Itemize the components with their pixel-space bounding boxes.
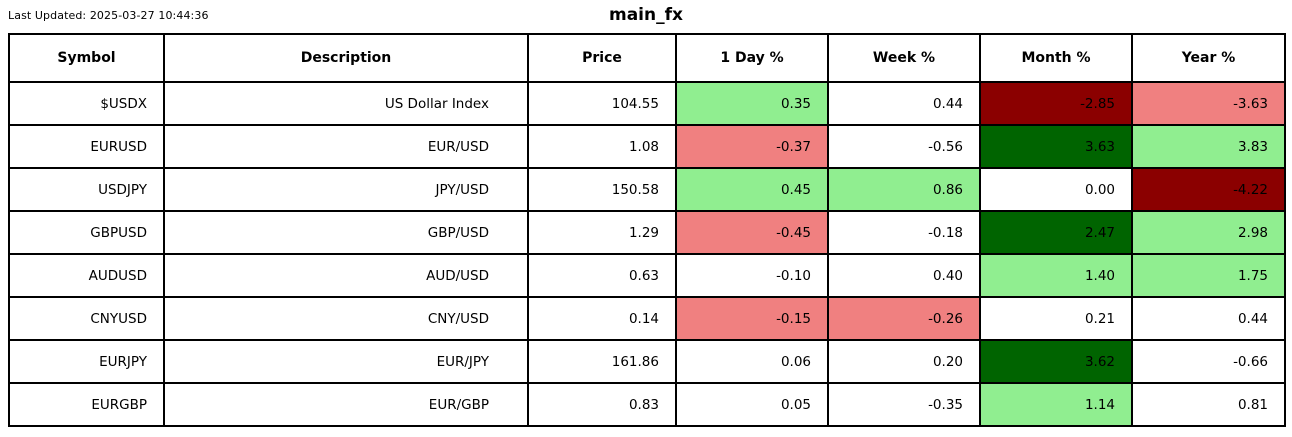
description-cell: CNY/USD: [163, 296, 529, 341]
month-change-cell: 1.14: [979, 382, 1133, 427]
price-cell: 1.29: [527, 210, 677, 255]
year-change-cell: 0.44: [1131, 296, 1286, 341]
year-change-cell: 3.83: [1131, 124, 1286, 169]
description-cell: US Dollar Index: [163, 81, 529, 126]
year-change-cell: -4.22: [1131, 167, 1286, 212]
year-change-cell: -3.63: [1131, 81, 1286, 126]
month-change-cell: 3.63: [979, 124, 1133, 169]
symbol-cell: EURGBP: [8, 382, 165, 427]
description-cell: EUR/USD: [163, 124, 529, 169]
table-row: EURGBP EUR/GBP 0.83 0.05 -0.35 1.14 0.81: [8, 382, 1286, 427]
price-cell: 0.63: [527, 253, 677, 298]
symbol-cell: EURUSD: [8, 124, 165, 169]
week-change-cell: 0.20: [827, 339, 981, 384]
table-row: EURUSD EUR/USD 1.08 -0.37 -0.56 3.63 3.83: [8, 124, 1286, 169]
day-change-cell: 0.06: [675, 339, 829, 384]
week-change-cell: 0.86: [827, 167, 981, 212]
week-change-cell: -0.56: [827, 124, 981, 169]
day-change-cell: -0.37: [675, 124, 829, 169]
description-cell: JPY/USD: [163, 167, 529, 212]
table-row: $USDX US Dollar Index 104.55 0.35 0.44 -2.85-…: [8, 81, 1286, 126]
symbol-cell: $USDX: [8, 81, 165, 126]
description-cell: EUR/GBP: [163, 382, 529, 427]
column-header-week: Week %: [827, 33, 981, 83]
price-cell: 161.86: [527, 339, 677, 384]
symbol-cell: AUDUSD: [8, 253, 165, 298]
day-change-cell: 0.05: [675, 382, 829, 427]
description-cell: GBP/USD: [163, 210, 529, 255]
table-row: EURJPY EUR/JPY 161.86 0.06 0.20 3.62 -0.66: [8, 339, 1286, 384]
table-header-row: Symbol Description Price 1 Day % Week % …: [8, 33, 1286, 83]
column-header-1day: 1 Day %: [675, 33, 829, 83]
day-change-cell: -0.10: [675, 253, 829, 298]
column-header-description: Description: [163, 33, 529, 83]
column-header-price: Price: [527, 33, 677, 83]
year-change-cell: -0.66: [1131, 339, 1286, 384]
day-change-cell: 0.45: [675, 167, 829, 212]
month-change-cell: 0.21: [979, 296, 1133, 341]
week-change-cell: -0.35: [827, 382, 981, 427]
month-change-cell: -2.85: [979, 81, 1133, 126]
column-header-year: Year %: [1131, 33, 1286, 83]
day-change-cell: -0.45: [675, 210, 829, 255]
page-title: main_fx: [609, 5, 683, 25]
column-header-month: Month %: [979, 33, 1133, 83]
header-bar: Last Updated: 2025-03-27 10:44:36 main_f…: [0, 0, 1292, 33]
symbol-cell: CNYUSD: [8, 296, 165, 341]
price-cell: 0.14: [527, 296, 677, 341]
price-cell: 0.83: [527, 382, 677, 427]
year-change-cell: 2.98: [1131, 210, 1286, 255]
fx-table: Symbol Description Price 1 Day % Week % …: [8, 33, 1286, 427]
year-change-cell: 0.81: [1131, 382, 1286, 427]
symbol-cell: EURJPY: [8, 339, 165, 384]
week-change-cell: -0.26: [827, 296, 981, 341]
price-cell: 150.58: [527, 167, 677, 212]
price-cell: 104.55: [527, 81, 677, 126]
table-row: CNYUSD CNY/USD 0.14 -0.15 -0.26 0.21 0.44: [8, 296, 1286, 341]
description-cell: EUR/JPY: [163, 339, 529, 384]
month-change-cell: 2.47: [979, 210, 1133, 255]
price-cell: 1.08: [527, 124, 677, 169]
symbol-cell: GBPUSD: [8, 210, 165, 255]
fx-table-body: $USDX US Dollar Index 104.55 0.35 0.44 -2.85-…: [8, 81, 1286, 427]
month-change-cell: 1.40: [979, 253, 1133, 298]
year-change-cell: 1.75: [1131, 253, 1286, 298]
description-cell: AUD/USD: [163, 253, 529, 298]
week-change-cell: 0.40: [827, 253, 981, 298]
column-header-symbol: Symbol: [8, 33, 165, 83]
month-change-cell: 3.62: [979, 339, 1133, 384]
day-change-cell: 0.35: [675, 81, 829, 126]
day-change-cell: -0.15: [675, 296, 829, 341]
week-change-cell: 0.44: [827, 81, 981, 126]
month-change-cell: 0.00: [979, 167, 1133, 212]
week-change-cell: -0.18: [827, 210, 981, 255]
table-row: GBPUSD GBP/USD 1.29 -0.45 -0.18 2.47 2.98: [8, 210, 1286, 255]
table-row: AUDUSD AUD/USD 0.63 -0.10 0.40 1.40 1.75: [8, 253, 1286, 298]
table-row: USDJPY JPY/USD 150.58 0.45 0.86 0.00 -4.22: [8, 167, 1286, 212]
last-updated-label: Last Updated: 2025-03-27 10:44:36: [8, 9, 209, 22]
symbol-cell: USDJPY: [8, 167, 165, 212]
